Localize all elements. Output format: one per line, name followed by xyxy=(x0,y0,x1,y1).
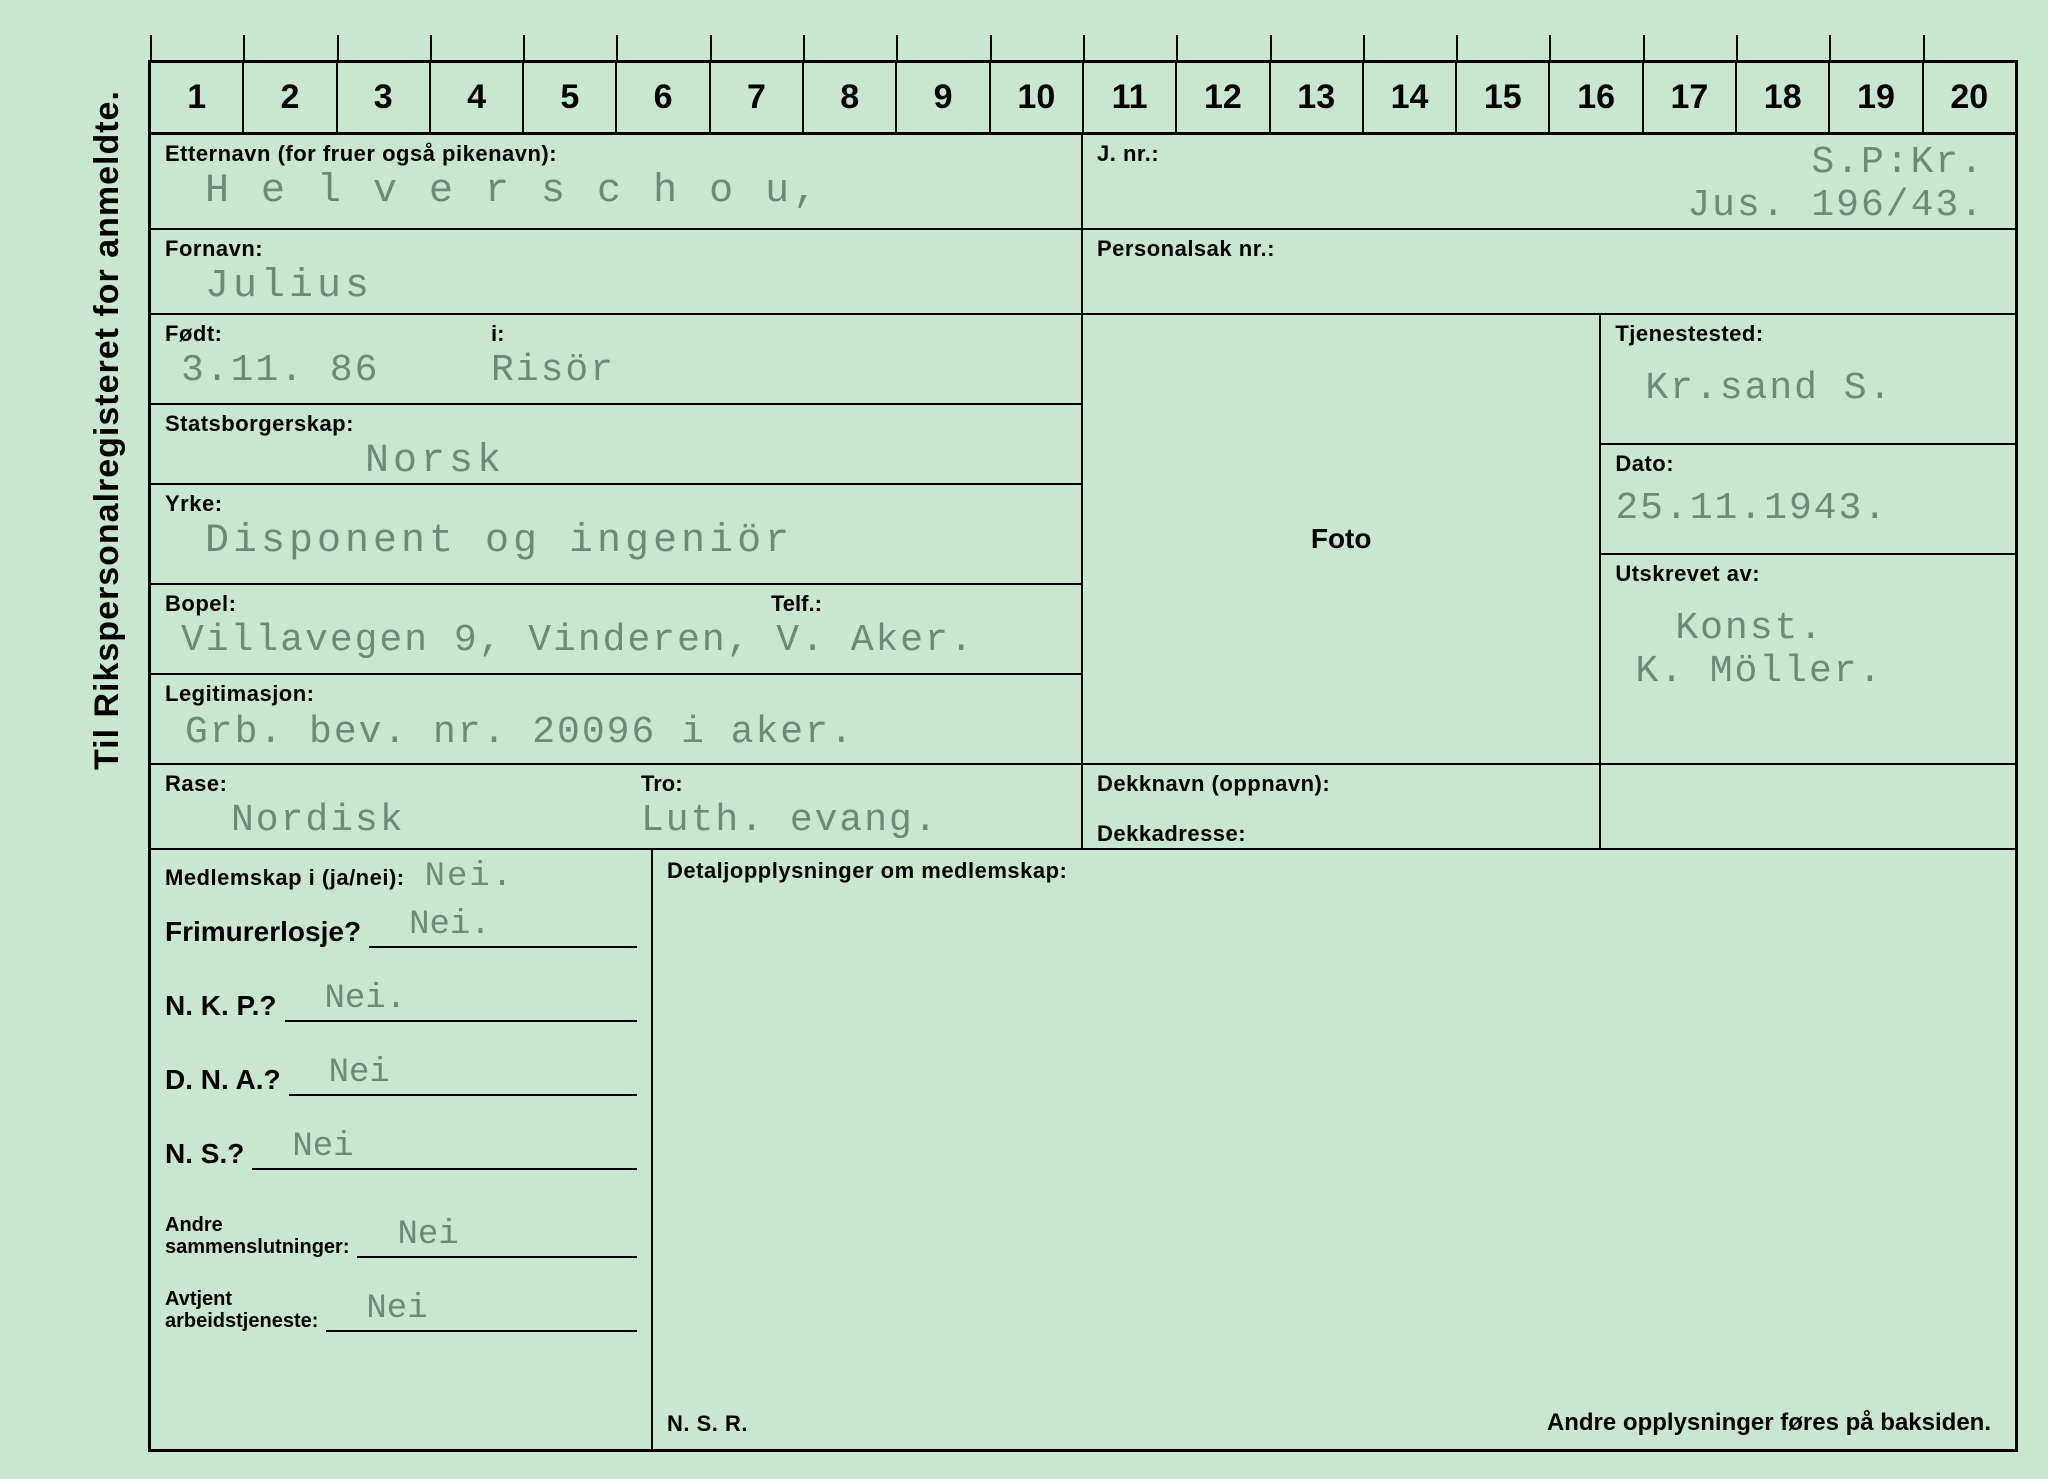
val-fornavn: Julius xyxy=(165,264,1067,309)
val-leg: Grb. bev. nr. 20096 i aker. xyxy=(165,707,1067,754)
val-fodt: 3.11. 86 xyxy=(181,349,379,392)
val-mem-header: Nei. xyxy=(425,858,515,896)
form-grid: Etternavn (for fruer også pikenavn): H e… xyxy=(148,135,2018,850)
val-dato: 25.11.1943. xyxy=(1615,477,2001,530)
val-stats: Norsk xyxy=(165,439,1067,484)
label-nsr: N. S. R. xyxy=(667,1411,748,1437)
ruler-cell: 4 xyxy=(431,63,524,132)
label-dekknavn: Dekknavn (oppnavn): xyxy=(1097,771,1585,797)
label-detalj: Detaljopplysninger om medlemskap: xyxy=(667,858,1067,883)
val-yrke: Disponent og ingeniör xyxy=(165,519,1067,564)
label-dato: Dato: xyxy=(1615,451,2001,477)
ruler-cell: 7 xyxy=(711,63,804,132)
val-utskrevet2: K. Möller. xyxy=(1615,650,2001,693)
label-ns: N. S.? xyxy=(165,1138,244,1170)
label-personalsak: Personalsak nr.: xyxy=(1097,236,2001,262)
ruler-cell: 3 xyxy=(338,63,431,132)
ruler-cell: 11 xyxy=(1084,63,1177,132)
label-fornavn: Fornavn: xyxy=(165,236,1067,262)
label-fodt: Født: xyxy=(165,321,1067,347)
ruler-cell: 16 xyxy=(1550,63,1643,132)
label-i: i: xyxy=(491,321,504,347)
ruler-cell: 13 xyxy=(1271,63,1364,132)
label-telf: Telf.: xyxy=(771,591,822,617)
ruler-cell: 12 xyxy=(1177,63,1270,132)
ruler-cell: 14 xyxy=(1364,63,1457,132)
ruler-cell: 19 xyxy=(1830,63,1923,132)
val-dna: Nei xyxy=(329,1054,390,1092)
column-ruler: 1234567891011121314151617181920 xyxy=(148,60,2018,135)
label-nkp: N. K. P.? xyxy=(165,990,277,1022)
ruler-cell: 5 xyxy=(524,63,617,132)
ruler-cell: 20 xyxy=(1924,63,2015,132)
ruler-cell: 17 xyxy=(1644,63,1737,132)
val-tro: Luth. evang. xyxy=(641,799,939,842)
ruler-cell: 15 xyxy=(1457,63,1550,132)
label-rase: Rase: xyxy=(165,771,1067,797)
val-etternavn: H e l v e r s c h o u, xyxy=(165,169,1067,214)
val-utskrevet1: Konst. xyxy=(1615,587,2001,650)
label-avtjent: Avtjent arbeidstjeneste: xyxy=(165,1288,318,1332)
side-caption: Til Rikspersonalregisteret for anmeldte. xyxy=(88,90,127,770)
val-avtjent: Nei xyxy=(366,1290,427,1328)
ruler-cell: 9 xyxy=(897,63,990,132)
ruler-cell: 10 xyxy=(991,63,1084,132)
val-frimurer: Nei. xyxy=(409,906,491,944)
foto-box: Foto xyxy=(1083,315,1599,765)
val-andre: Nei xyxy=(397,1216,458,1254)
ruler-cell: 2 xyxy=(244,63,337,132)
val-rase: Nordisk xyxy=(231,799,405,842)
label-stats: Statsborgerskap: xyxy=(165,411,1067,437)
val-i: Risör xyxy=(491,349,615,392)
label-leg: Legitimasjon: xyxy=(165,681,1067,707)
label-yrke: Yrke: xyxy=(165,491,1067,517)
ruler-cell: 6 xyxy=(617,63,710,132)
registration-card: Til Rikspersonalregisteret for anmeldte.… xyxy=(58,30,2018,1450)
val-jnr1: S.P:Kr. xyxy=(1687,141,1985,184)
val-bopel: Villavegen 9, Vinderen, V. Aker. xyxy=(181,619,975,662)
label-dekkadresse: Dekkadresse: xyxy=(1097,821,1585,847)
ruler-cell: 1 xyxy=(151,63,244,132)
footer-note: Andre opplysninger føres på baksiden. xyxy=(1547,1409,1991,1437)
label-bopel: Bopel: xyxy=(165,591,1067,617)
label-andre: Andre sammenslutninger: xyxy=(165,1214,349,1258)
label-medlemskap: Medlemskap i (ja/nei): xyxy=(165,865,405,891)
val-ns: Nei xyxy=(292,1128,353,1166)
label-frimurer: Frimurerlosje? xyxy=(165,916,361,948)
label-tro: Tro: xyxy=(641,771,683,797)
ruler-cell: 8 xyxy=(804,63,897,132)
label-dna: D. N. A.? xyxy=(165,1064,281,1096)
ruler-cell: 18 xyxy=(1737,63,1830,132)
val-tjenestested: Kr.sand S. xyxy=(1615,347,2001,410)
label-tjenestested: Tjenestested: xyxy=(1615,321,2001,347)
label-etternavn: Etternavn (for fruer også pikenavn): xyxy=(165,141,1067,167)
label-utskrevet: Utskrevet av: xyxy=(1615,561,2001,587)
val-jnr2: Jus. 196/43. xyxy=(1687,184,1985,227)
val-nkp: Nei. xyxy=(325,980,407,1018)
